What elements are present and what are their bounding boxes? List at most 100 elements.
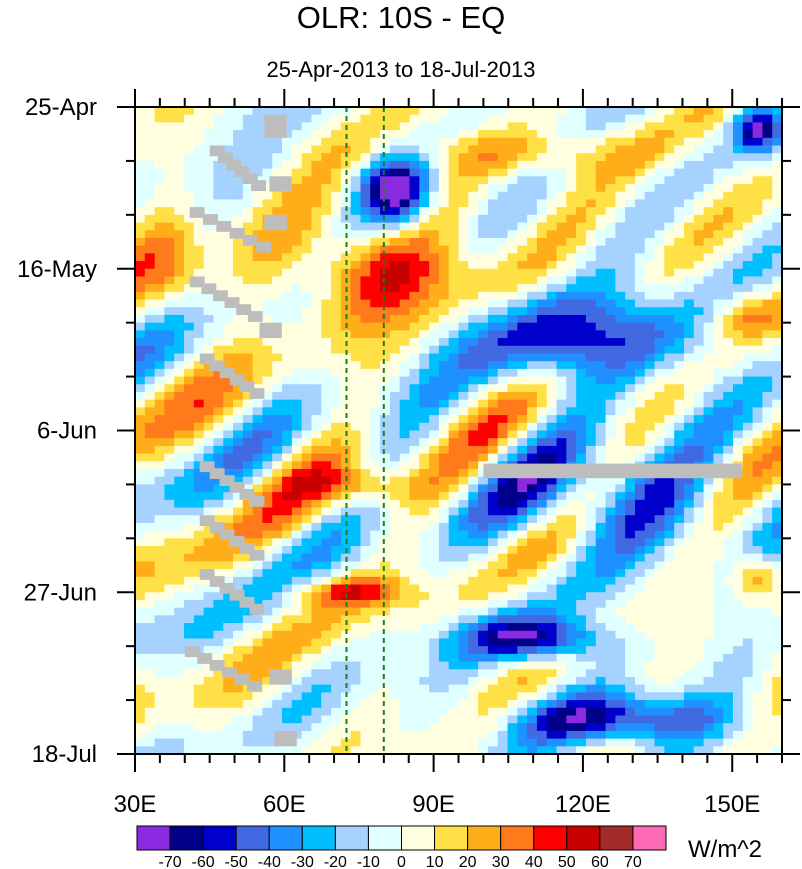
olr-cell bbox=[585, 607, 597, 616]
olr-cell bbox=[203, 368, 215, 378]
olr-cell bbox=[311, 638, 322, 647]
olr-cell bbox=[429, 122, 440, 131]
olr-cell bbox=[497, 653, 509, 663]
olr-cell bbox=[291, 237, 303, 247]
olr-cell bbox=[282, 353, 293, 362]
olr-cell bbox=[566, 492, 577, 501]
olr-cell bbox=[242, 669, 254, 678]
olr-cell bbox=[272, 476, 283, 486]
olr-cell bbox=[242, 576, 254, 586]
olr-cell bbox=[399, 145, 411, 154]
olr-cell bbox=[723, 584, 734, 593]
olr-cell bbox=[272, 584, 283, 593]
olr-cell bbox=[654, 592, 665, 601]
olr-cell bbox=[321, 507, 332, 516]
olr-cell bbox=[723, 284, 734, 293]
olr-cell bbox=[262, 476, 273, 486]
olr-cell bbox=[409, 592, 420, 601]
olr-cell bbox=[272, 307, 283, 316]
olr-cell bbox=[497, 584, 509, 593]
olr-cell bbox=[566, 107, 577, 116]
olr-cell bbox=[654, 299, 665, 308]
olr-cell bbox=[693, 353, 705, 362]
olr-cell bbox=[723, 546, 734, 555]
olr-cell bbox=[389, 368, 401, 378]
olr-cell bbox=[360, 445, 371, 455]
olr-cell bbox=[693, 669, 705, 678]
olr-cell bbox=[370, 160, 381, 170]
olr-cell bbox=[203, 469, 215, 478]
olr-cell bbox=[703, 453, 714, 462]
olr-cell bbox=[556, 330, 567, 339]
olr-cell bbox=[389, 107, 401, 116]
olr-cell bbox=[517, 237, 528, 247]
olr-cell bbox=[693, 499, 705, 509]
olr-cell bbox=[340, 137, 352, 147]
olr-cell bbox=[644, 569, 656, 578]
olr-cell bbox=[203, 384, 215, 393]
olr-cell bbox=[732, 214, 744, 224]
olr-cell bbox=[380, 584, 391, 593]
olr-cell bbox=[478, 207, 489, 216]
olr-cell bbox=[223, 322, 234, 331]
olr-cell bbox=[282, 630, 293, 640]
olr-cell bbox=[252, 615, 264, 624]
olr-cell bbox=[605, 222, 616, 231]
olr-cell bbox=[213, 430, 224, 439]
olr-cell bbox=[595, 376, 607, 385]
olr-cell bbox=[340, 245, 352, 254]
olr-cell bbox=[615, 214, 626, 224]
olr-cell bbox=[615, 492, 626, 501]
olr-cell bbox=[282, 476, 293, 486]
olr-cell bbox=[556, 484, 567, 493]
olr-cell bbox=[772, 399, 782, 408]
olr-cell bbox=[723, 623, 734, 632]
olr-cell bbox=[536, 653, 548, 663]
olr-cell bbox=[164, 515, 175, 524]
olr-cell bbox=[507, 415, 518, 424]
olr-cell bbox=[732, 345, 744, 355]
olr-cell bbox=[762, 276, 773, 285]
olr-cell bbox=[654, 245, 665, 254]
olr-cell bbox=[389, 461, 401, 470]
olr-cell bbox=[693, 561, 705, 570]
olr-cell bbox=[713, 130, 724, 139]
olr-cell bbox=[566, 361, 577, 370]
olr-cell bbox=[527, 492, 538, 501]
olr-cell bbox=[311, 661, 322, 670]
olr-cell bbox=[448, 623, 460, 632]
olr-cell bbox=[331, 284, 342, 293]
olr-cell bbox=[752, 669, 763, 678]
olr-cell bbox=[438, 676, 450, 686]
olr-cell bbox=[625, 107, 636, 116]
olr-cell bbox=[487, 584, 499, 593]
olr-cell bbox=[487, 538, 499, 547]
olr-cell bbox=[272, 507, 283, 516]
olr-cell bbox=[713, 661, 724, 670]
olr-cell bbox=[311, 569, 322, 578]
olr-cell bbox=[135, 638, 146, 647]
olr-cell bbox=[272, 422, 283, 432]
olr-cell bbox=[527, 569, 538, 578]
olr-cell bbox=[507, 576, 518, 586]
olr-cell bbox=[703, 276, 714, 285]
olr-cell bbox=[644, 184, 656, 193]
olr-cell bbox=[193, 214, 205, 224]
olr-cell bbox=[291, 638, 303, 647]
olr-cell bbox=[615, 653, 626, 663]
olr-cell bbox=[380, 368, 391, 378]
olr-cell bbox=[762, 623, 773, 632]
olr-cell bbox=[605, 522, 616, 532]
olr-cell bbox=[556, 314, 567, 324]
olr-cell bbox=[409, 407, 420, 416]
olr-cell bbox=[223, 207, 234, 216]
olr-cell bbox=[144, 307, 156, 316]
olr-cell bbox=[193, 345, 205, 355]
olr-cell bbox=[468, 230, 479, 239]
olr-cell bbox=[311, 299, 322, 308]
olr-cell bbox=[203, 391, 215, 401]
olr-cell bbox=[448, 245, 460, 254]
olr-cell bbox=[389, 576, 401, 586]
olr-cell bbox=[419, 630, 430, 640]
olr-cell bbox=[340, 515, 352, 524]
